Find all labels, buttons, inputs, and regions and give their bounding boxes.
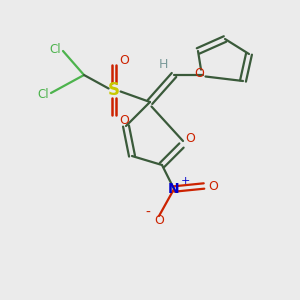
Text: N: N (168, 182, 180, 196)
Text: O: O (195, 67, 204, 80)
Text: Cl: Cl (38, 88, 49, 101)
Text: O: O (120, 113, 129, 127)
Text: H: H (159, 58, 168, 71)
Text: -: - (145, 206, 150, 220)
Text: S: S (108, 81, 120, 99)
Text: O: O (208, 179, 218, 193)
Text: +: + (181, 176, 190, 186)
Text: O: O (154, 214, 164, 227)
Text: Cl: Cl (50, 43, 61, 56)
Text: O: O (186, 131, 195, 145)
Text: O: O (120, 53, 129, 67)
